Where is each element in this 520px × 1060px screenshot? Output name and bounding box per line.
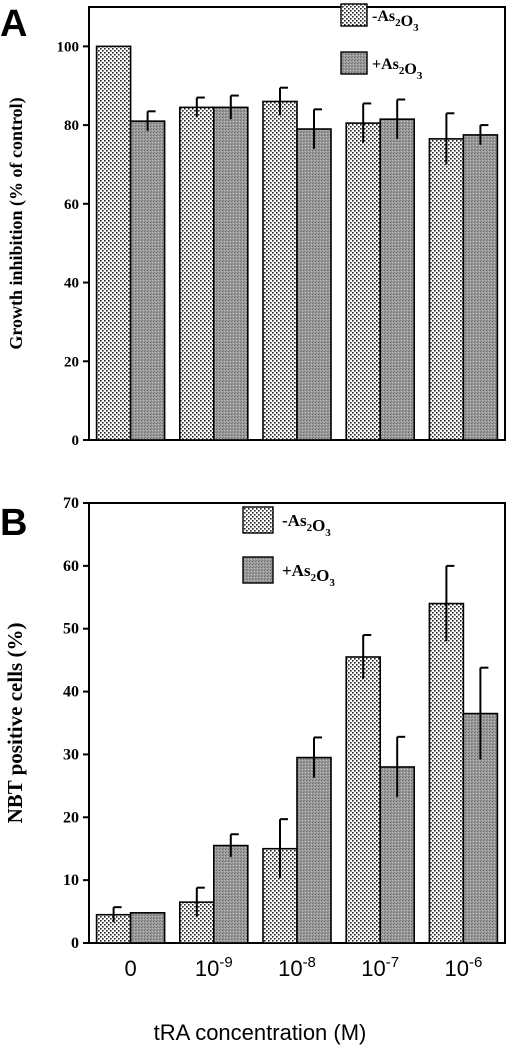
bar — [379, 118, 416, 441]
x-tick-label: 10-9 — [195, 954, 233, 981]
y-tick-label: 60 — [64, 197, 79, 213]
x-tick-label: 0 — [124, 956, 136, 981]
y-tick-label: 0 — [72, 433, 80, 449]
bar — [129, 120, 166, 441]
x-tick-label: 10-8 — [278, 954, 316, 981]
y-tick-label: 20 — [64, 354, 79, 370]
x-axis-label: tRA concentration (M) — [154, 1020, 367, 1045]
y-tick-label: 0 — [71, 935, 79, 952]
y-tick-label: 30 — [63, 746, 79, 763]
chart-panel-a: A 0 20 40 60 80 100 Growth inhibition (% of con… — [0, 3, 506, 449]
legend-label: +As2O3 — [372, 56, 423, 82]
y-tick-label: 40 — [64, 276, 79, 292]
chart-panel-b: B 0 10 20 30 40 50 60 70 NBT positive cells (%) 0 1… — [0, 495, 506, 981]
bar — [95, 45, 132, 441]
x-tick-label: 10-6 — [444, 954, 482, 981]
bar — [213, 844, 249, 944]
legend-swatch — [242, 506, 274, 534]
x-tick-label: 10-7 — [361, 954, 399, 981]
legend-label: -As2O3 — [282, 511, 331, 539]
legend-swatch — [340, 51, 368, 75]
legend-swatch — [340, 3, 368, 27]
legend-label: +As2O3 — [282, 561, 335, 589]
legend-label: -As2O3 — [372, 8, 419, 34]
y-tick-label: 50 — [63, 621, 79, 638]
bar — [213, 106, 249, 441]
y-tick-label: 10 — [63, 872, 79, 889]
y-axis-label: NBT positive cells (%) — [3, 623, 27, 824]
bar — [95, 913, 132, 944]
bar — [296, 756, 332, 944]
y-tick-label: 100 — [57, 39, 80, 55]
bar — [428, 138, 465, 441]
bar — [262, 100, 298, 441]
y-axis-label: Growth inhibition (% of control) — [6, 97, 27, 349]
y-tick-label: 80 — [64, 118, 79, 134]
y-tick-label: 40 — [63, 684, 79, 701]
bar — [345, 122, 382, 441]
panel-letter: A — [0, 3, 27, 45]
y-tick-label: 60 — [63, 558, 79, 575]
bar — [462, 134, 499, 441]
bar — [179, 106, 215, 441]
y-tick-label: 20 — [63, 809, 79, 826]
bar — [296, 128, 332, 441]
bar — [428, 602, 465, 944]
panel-letter: B — [0, 502, 27, 544]
bar — [129, 912, 166, 944]
legend-swatch — [242, 556, 274, 584]
bar — [345, 656, 382, 944]
y-tick-label: 70 — [63, 495, 79, 512]
